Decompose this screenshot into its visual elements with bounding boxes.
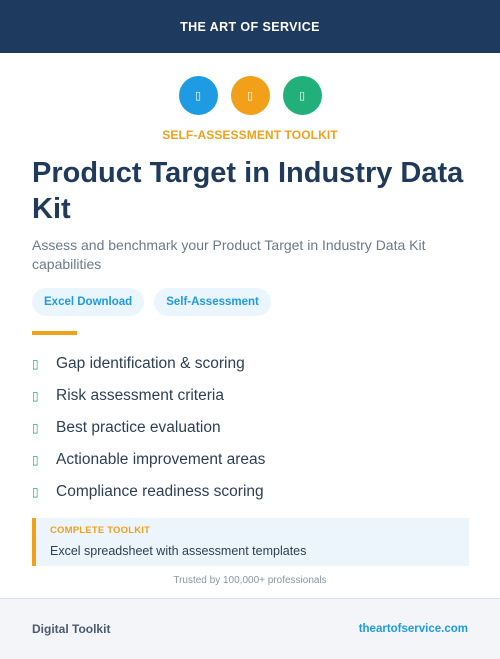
feature-text: Risk assessment criteria [56,387,224,404]
footer: Digital Toolkit theartofservice.com [0,598,500,659]
feature-item: ▯ Actionable improvement areas [32,444,265,476]
feature-text: Gap identification & scoring [56,355,245,372]
tag-self-assessment: Self-Assessment [154,288,271,316]
tag-list: Excel Download Self-Assessment [32,288,271,316]
feature-item: ▯ Risk assessment criteria [32,380,265,412]
feature-text: Best practice evaluation [56,419,221,436]
feature-list: ▯ Gap identification & scoring ▯ Risk as… [32,348,265,508]
feature-item: ▯ Gap identification & scoring [32,348,265,380]
trusted-note: Trusted by 100,000+ professionals [173,575,327,586]
check-icon: ▯ [32,357,39,371]
toolkit-callout: COMPLETE TOOLKIT Excel spreadsheet with … [32,518,469,566]
kicker-label: SELF-ASSESSMENT TOOLKIT [162,128,338,142]
check-icon: ▯ [32,421,39,435]
subtitle: Assess and benchmark your Product Target… [32,237,426,272]
top-banner: THE ART OF SERVICE [0,0,500,53]
blue-circle-icon: ▯ [178,76,218,115]
feature-item: ▯ Compliance readiness scoring [32,476,265,508]
feature-item: ▯ Best practice evaluation [32,412,265,444]
tag-excel-download: Excel Download [32,288,145,316]
page-title: Product Target in Industry Data Kit [32,157,464,225]
icon-row: ▯ ▯ ▯ [0,76,500,115]
brand-name: THE ART OF SERVICE [180,19,320,34]
check-icon: ▯ [32,453,39,467]
check-icon: ▯ [32,485,39,499]
callout-text: Excel spreadsheet with assessment templa… [50,544,307,558]
check-icon: ▯ [32,389,39,403]
callout-label: COMPLETE TOOLKIT [50,525,151,536]
feature-text: Compliance readiness scoring [56,483,264,500]
footer-label: Digital Toolkit [32,622,111,636]
green-circle-icon: ▯ [282,76,322,115]
feature-text: Actionable improvement areas [56,451,266,468]
accent-divider [32,331,77,335]
website-link[interactable]: theartofservice.com [358,623,468,635]
orange-circle-icon: ▯ [230,76,270,115]
